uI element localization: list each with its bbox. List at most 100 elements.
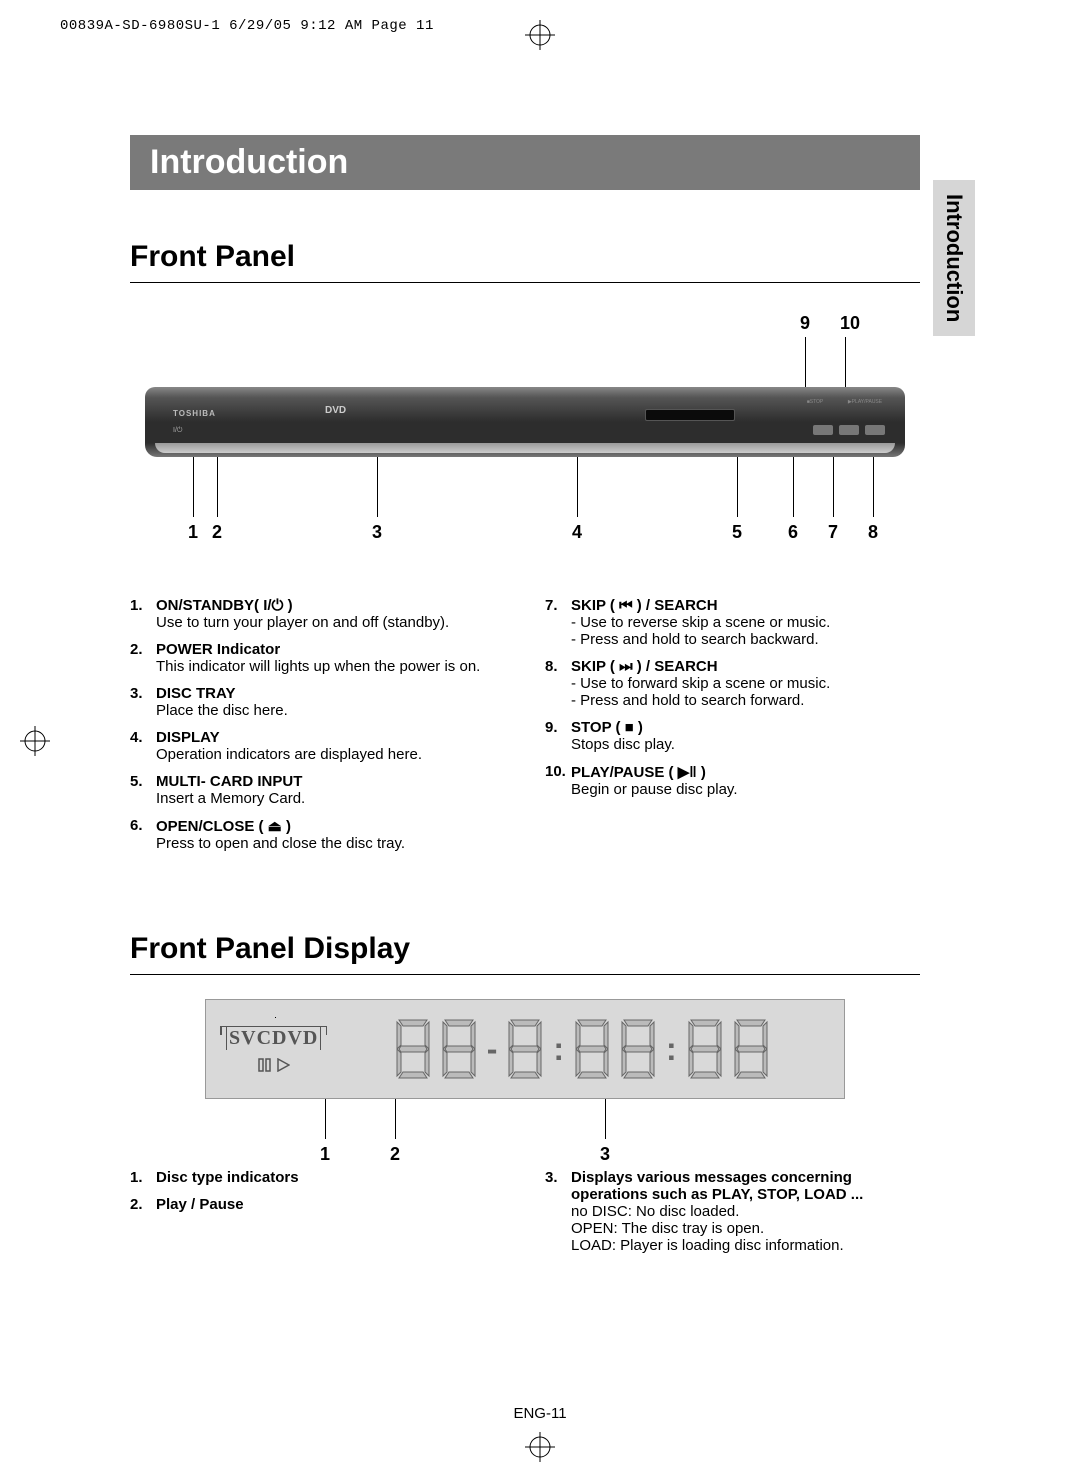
callout-number: 2: [212, 522, 222, 543]
feature-desc: - Use to forward skip a scene or music.: [571, 675, 830, 692]
print-header: 00839A-SD-6980SU-1 6/29/05 9:12 AM Page …: [60, 18, 434, 34]
feature-number: 5.: [130, 773, 156, 807]
callout-line: [217, 457, 218, 517]
crop-mark-left: [20, 726, 50, 756]
feature-item: 7. SKIP ( ⏮ ) / SEARCH - Use to reverse …: [545, 597, 920, 648]
feature-item: 3. Displays various messages concerning …: [545, 1169, 920, 1254]
colon-separator: :: [664, 1031, 679, 1068]
digit-display: - :: [339, 1018, 824, 1080]
feature-col-left: 1. ON/STANDBY( I/⏻ ) Use to turn your pl…: [130, 597, 505, 862]
side-tab-introduction: Introduction: [933, 180, 975, 336]
feature-title: STOP ( ■ ): [571, 719, 643, 736]
display-callout-number: 3: [600, 1144, 610, 1165]
display-col-left: 1. Disc type indicators 2. Play / Pause: [130, 1169, 505, 1264]
display-callout-line: [325, 1099, 326, 1139]
feature-number: 4.: [130, 729, 156, 763]
feature-desc: no DISC: No disc loaded.: [571, 1203, 920, 1220]
callout-number: 9: [800, 313, 810, 334]
feature-desc: Begin or pause disc play.: [571, 781, 738, 798]
feature-desc: LOAD: Player is loading disc information…: [571, 1237, 920, 1254]
callout-line: [873, 457, 874, 517]
feature-item: 1. ON/STANDBY( I/⏻ ) Use to turn your pl…: [130, 597, 505, 631]
display-callout-number: 2: [390, 1144, 400, 1165]
callout-number: 1: [188, 522, 198, 543]
feature-item: 9. STOP ( ■ ) Stops disc play.: [545, 719, 920, 753]
feature-item: 3. DISC TRAY Place the disc here.: [130, 685, 505, 719]
dash-separator: -: [485, 1031, 500, 1068]
feature-number: 2.: [130, 641, 156, 675]
display-callout-number: 1: [320, 1144, 330, 1165]
feature-number: 3.: [545, 1169, 571, 1254]
colon-separator: :: [551, 1031, 566, 1068]
io-label: I/⏻: [173, 427, 182, 435]
callout-number: 5: [732, 522, 742, 543]
feature-desc: Press to open and close the disc tray.: [156, 835, 405, 852]
feature-title: SKIP ( ⏮ ) / SEARCH: [571, 597, 718, 614]
feature-number: 3.: [130, 685, 156, 719]
feature-desc: Place the disc here.: [156, 702, 288, 719]
callout-number: 10: [840, 313, 860, 334]
callout-number: 8: [868, 522, 878, 543]
device-body: TOSHIBA I/⏻ DVD ■STOP▶PLAY/PAUSE: [145, 387, 905, 457]
callout-number: 6: [788, 522, 798, 543]
feature-title: Play / Pause: [156, 1196, 244, 1213]
callout-line: [793, 457, 794, 517]
feature-item: 2. POWER Indicator This indicator will l…: [130, 641, 505, 675]
callout-number: 7: [828, 522, 838, 543]
feature-item: 10. PLAY/PAUSE ( ▶‖ ) Begin or pause dis…: [545, 763, 920, 798]
feature-number: 9.: [545, 719, 571, 753]
open-close-btn-icon: [813, 425, 833, 435]
display-diagram: SVCDVD: [205, 999, 845, 1099]
display-col-right: 3. Displays various messages concerning …: [545, 1169, 920, 1264]
feature-number: 7.: [545, 597, 571, 648]
skip-back-btn-icon: [839, 425, 859, 435]
crop-mark-top: [525, 20, 555, 50]
section-title-front-panel: Front Panel: [130, 240, 920, 274]
feature-number: 6.: [130, 817, 156, 852]
feature-number: 1.: [130, 597, 156, 631]
feature-desc: OPEN: The disc tray is open.: [571, 1220, 920, 1237]
callout-line: [833, 457, 834, 517]
callout-line: [193, 457, 194, 517]
feature-number: 1.: [130, 1169, 156, 1186]
feature-col-right: 7. SKIP ( ⏮ ) / SEARCH - Use to reverse …: [545, 597, 920, 862]
feature-desc: This indicator will lights up when the p…: [156, 658, 480, 675]
feature-desc: Use to turn your player on and off (stan…: [156, 614, 449, 631]
callout-number: 4: [572, 522, 582, 543]
display-callout-line: [605, 1099, 606, 1139]
page-content: Introduction Front Panel 9 10 TOSHIBA I/…: [130, 135, 920, 1264]
feature-desc: - Use to reverse skip a scene or music.: [571, 614, 830, 631]
feature-number: 8.: [545, 658, 571, 709]
feature-title: SKIP ( ⏭ ) / SEARCH: [571, 658, 718, 675]
feature-desc: - Press and hold to search forward.: [571, 692, 830, 709]
feature-title: OPEN/CLOSE ( ⏏ ): [156, 818, 291, 835]
crop-mark-bottom: [525, 1432, 555, 1462]
card-slot: [645, 409, 735, 421]
disc-type-indicator: SVCDVD: [226, 1027, 321, 1050]
feature-item: 8. SKIP ( ⏭ ) / SEARCH - Use to forward …: [545, 658, 920, 709]
button-cluster: [813, 425, 885, 435]
feature-desc: - Press and hold to search backward.: [571, 631, 830, 648]
brand-label: TOSHIBA: [173, 409, 216, 418]
callout-line: [377, 457, 378, 517]
feature-title: ON/STANDBY( I/⏻ ): [156, 597, 293, 614]
feature-item: 6. OPEN/CLOSE ( ⏏ ) Press to open and cl…: [130, 817, 505, 852]
feature-item: 1. Disc type indicators: [130, 1169, 505, 1186]
feature-item: 4. DISPLAY Operation indicators are disp…: [130, 729, 505, 763]
feature-title: DISPLAY: [156, 729, 220, 746]
section-title-front-panel-display: Front Panel Display: [130, 932, 920, 966]
feature-item: 5. MULTI- CARD INPUT Insert a Memory Car…: [130, 773, 505, 807]
feature-number: 2.: [130, 1196, 156, 1213]
feature-number: 10.: [545, 763, 571, 798]
lcd-panel: SVCDVD: [205, 999, 845, 1099]
dvd-logo: DVD: [325, 405, 346, 416]
callout-line: [737, 457, 738, 517]
feature-title: DISC TRAY: [156, 685, 235, 702]
display-callout-line: [395, 1099, 396, 1139]
device-diagram: 9 10 TOSHIBA I/⏻ DVD ■STOP▶PLAY/PAUSE 1 …: [145, 307, 905, 567]
feature-title: POWER Indicator: [156, 641, 280, 658]
button-labels: ■STOP▶PLAY/PAUSE: [795, 399, 885, 405]
play-pause-icons: [258, 1058, 290, 1072]
feature-desc: Operation indicators are displayed here.: [156, 746, 422, 763]
callout-line: [577, 457, 578, 517]
